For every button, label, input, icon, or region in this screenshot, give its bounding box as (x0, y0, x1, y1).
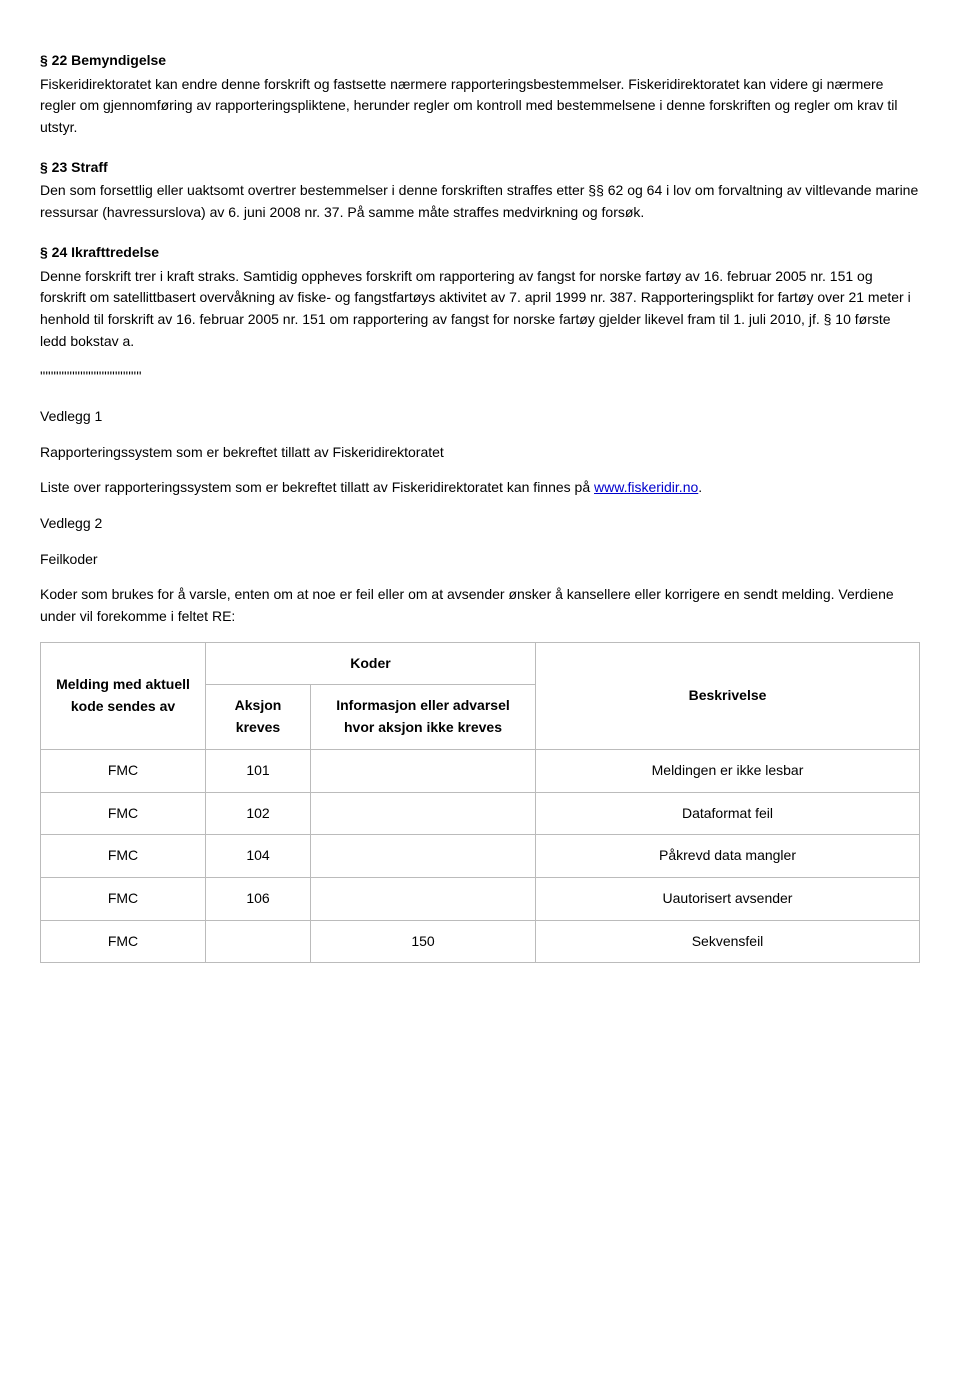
cell-melding: FMC (41, 792, 206, 835)
th-koder: Koder (206, 642, 536, 685)
cell-besk: Dataformat feil (536, 792, 920, 835)
table-body: FMC 101 Meldingen er ikke lesbar FMC 102… (41, 749, 920, 962)
cell-aksjon: 102 (206, 792, 311, 835)
cell-info (311, 877, 536, 920)
cell-aksjon: 101 (206, 749, 311, 792)
cell-melding: FMC (41, 877, 206, 920)
section-23-body: Den som forsettlig eller uaktsomt overtr… (40, 180, 920, 223)
table-row: FMC 104 Påkrevd data mangler (41, 835, 920, 878)
section-23-heading: § 23 Straff (40, 157, 920, 179)
feilkoder-table: Melding med aktuell kode sendes av Koder… (40, 642, 920, 964)
th-melding: Melding med aktuell kode sendes av (41, 642, 206, 749)
cell-aksjon: 106 (206, 877, 311, 920)
section-22-body: Fiskeridirektoratet kan endre denne fors… (40, 74, 920, 139)
cell-info: 150 (311, 920, 536, 963)
vedlegg1-text-pre: Liste over rapporteringssystem som er be… (40, 479, 594, 495)
cell-info (311, 835, 536, 878)
cell-melding: FMC (41, 920, 206, 963)
table-header-row-1: Melding med aktuell kode sendes av Koder… (41, 642, 920, 685)
cell-besk: Påkrevd data mangler (536, 835, 920, 878)
vedlegg2-subheading: Feilkoder (40, 549, 920, 571)
cell-aksjon (206, 920, 311, 963)
cell-besk: Meldingen er ikke lesbar (536, 749, 920, 792)
th-beskrivelse: Beskrivelse (536, 642, 920, 749)
cell-besk: Uautorisert avsender (536, 877, 920, 920)
cell-melding: FMC (41, 835, 206, 878)
vedlegg2-body: Koder som brukes for å varsle, enten om … (40, 584, 920, 627)
fiskeridir-link[interactable]: www.fiskeridir.no (594, 479, 698, 495)
vedlegg1-text-post: . (698, 479, 702, 495)
section-24-body: Denne forskrift trer i kraft straks. Sam… (40, 266, 920, 353)
cell-info (311, 749, 536, 792)
vedlegg2-heading: Vedlegg 2 (40, 513, 920, 535)
table-row: FMC 150 Sekvensfeil (41, 920, 920, 963)
vedlegg1-heading: Vedlegg 1 (40, 406, 920, 428)
vedlegg1-body: Liste over rapporteringssystem som er be… (40, 477, 920, 499)
section-24-heading: § 24 Ikrafttredelse (40, 242, 920, 264)
table-row: FMC 106 Uautorisert avsender (41, 877, 920, 920)
th-info: Informasjon eller advarsel hvor aksjon i… (311, 685, 536, 749)
th-aksjon: Aksjon kreves (206, 685, 311, 749)
cell-besk: Sekvensfeil (536, 920, 920, 963)
cell-melding: FMC (41, 749, 206, 792)
cell-info (311, 792, 536, 835)
vedlegg1-subheading: Rapporteringssystem som er bekreftet til… (40, 442, 920, 464)
table-row: FMC 101 Meldingen er ikke lesbar (41, 749, 920, 792)
cell-aksjon: 104 (206, 835, 311, 878)
quote-marks-divider: '''''''''''''''''''''''''''''''''''''' (40, 366, 920, 388)
section-22-heading: § 22 Bemyndigelse (40, 50, 920, 72)
table-row: FMC 102 Dataformat feil (41, 792, 920, 835)
